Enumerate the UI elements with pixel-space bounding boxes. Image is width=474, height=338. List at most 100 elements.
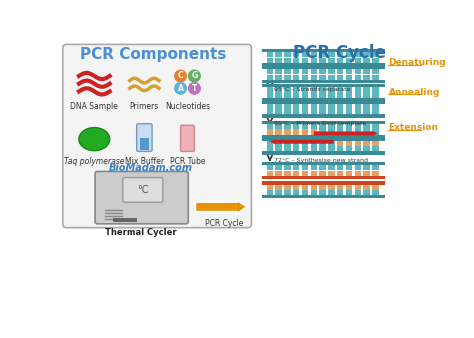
Bar (364, 58, 370, 63)
Bar (328, 92, 335, 98)
Bar (372, 109, 379, 115)
Bar (275, 124, 282, 129)
Bar (355, 52, 361, 57)
Bar (266, 92, 273, 98)
Bar (319, 129, 326, 135)
Bar (337, 69, 343, 74)
Bar (275, 87, 282, 92)
Bar (328, 75, 335, 80)
Bar (364, 165, 370, 170)
Bar (284, 52, 291, 57)
Text: Nucleotides: Nucleotides (165, 102, 210, 111)
Bar (372, 190, 379, 195)
Bar (293, 75, 299, 80)
Bar (337, 109, 343, 115)
Bar (364, 171, 370, 176)
Bar (262, 115, 385, 118)
Bar (346, 52, 352, 57)
Bar (302, 124, 308, 129)
FancyBboxPatch shape (181, 125, 194, 151)
Bar (319, 75, 326, 80)
Bar (355, 87, 361, 92)
Bar (319, 69, 326, 74)
Bar (310, 129, 317, 135)
Text: Mix Buffer: Mix Buffer (125, 157, 164, 166)
Bar (346, 58, 352, 63)
Bar (372, 58, 379, 63)
Bar (284, 104, 291, 109)
Bar (355, 185, 361, 190)
Text: PCR Components: PCR Components (80, 47, 226, 62)
Bar (275, 165, 282, 170)
FancyBboxPatch shape (63, 44, 251, 228)
Bar (346, 104, 352, 109)
Bar (372, 165, 379, 170)
FancyArrow shape (270, 139, 334, 145)
Bar (346, 109, 352, 115)
Bar (319, 146, 326, 151)
Bar (372, 129, 379, 135)
Bar (346, 185, 352, 190)
Circle shape (189, 70, 200, 82)
Text: Thermal Cycler: Thermal Cycler (106, 228, 177, 237)
Bar (293, 52, 299, 57)
Bar (262, 66, 385, 69)
Bar (262, 49, 385, 52)
Text: BioMadam.com: BioMadam.com (109, 163, 193, 173)
Bar (262, 176, 385, 179)
Bar (293, 109, 299, 115)
Bar (355, 190, 361, 195)
Bar (364, 129, 370, 135)
Bar (302, 146, 308, 151)
Bar (364, 190, 370, 195)
Bar (266, 190, 273, 195)
Text: Extension: Extension (389, 123, 438, 132)
Bar (346, 124, 352, 129)
Bar (337, 129, 343, 135)
Bar (293, 165, 299, 170)
Bar (319, 92, 326, 98)
Bar (337, 190, 343, 195)
Bar (310, 75, 317, 80)
Bar (284, 185, 291, 190)
Bar (355, 129, 361, 135)
Bar (319, 190, 326, 195)
Bar (328, 185, 335, 190)
Bar (293, 69, 299, 74)
Bar (293, 129, 299, 135)
Bar (293, 58, 299, 63)
Bar (355, 75, 361, 80)
Bar (140, 138, 149, 150)
Bar (319, 52, 326, 57)
Bar (275, 129, 282, 135)
Bar (372, 52, 379, 57)
Circle shape (175, 70, 186, 82)
Bar (372, 185, 379, 190)
Bar (262, 162, 385, 165)
Bar (266, 109, 273, 115)
Bar (355, 109, 361, 115)
Bar (319, 171, 326, 176)
Bar (262, 182, 385, 185)
Bar (266, 87, 273, 92)
Bar (310, 171, 317, 176)
Bar (319, 109, 326, 115)
Bar (310, 52, 317, 57)
Bar (319, 104, 326, 109)
Bar (328, 190, 335, 195)
FancyBboxPatch shape (123, 178, 163, 202)
Bar (328, 141, 335, 146)
Text: G: G (191, 71, 198, 80)
Bar (284, 129, 291, 135)
Bar (310, 185, 317, 190)
Bar (113, 218, 137, 221)
Bar (310, 69, 317, 74)
Bar (302, 109, 308, 115)
Bar (302, 92, 308, 98)
Bar (284, 146, 291, 151)
Bar (302, 75, 308, 80)
Bar (284, 69, 291, 74)
Bar (293, 104, 299, 109)
Bar (337, 165, 343, 170)
Bar (266, 104, 273, 109)
